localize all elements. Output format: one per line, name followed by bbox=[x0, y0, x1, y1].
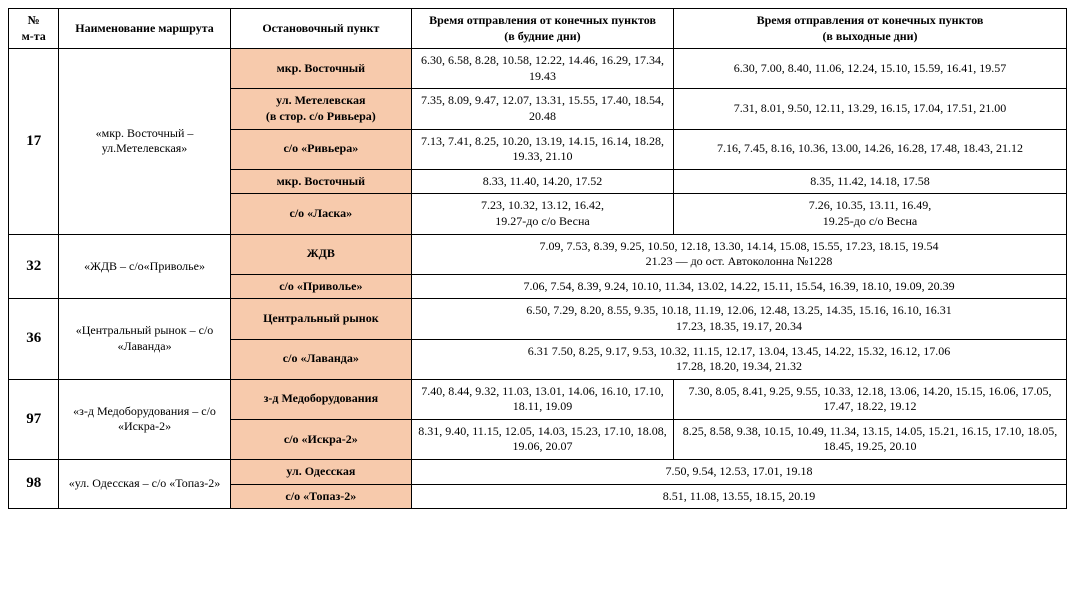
col-route-num: №м-та bbox=[9, 9, 59, 49]
times-weekend: 8.25, 8.58, 9.38, 10.15, 10.49, 11.34, 1… bbox=[673, 419, 1066, 459]
route-number: 97 bbox=[9, 379, 59, 459]
times-weekday: 8.31, 9.40, 11.15, 12.05, 14.03, 15.23, … bbox=[412, 419, 674, 459]
table-row: 97«з-д Медоборудования – с/о «Искра-2»з-… bbox=[9, 379, 1067, 419]
times-merged: 6.31 7.50, 8.25, 9.17, 9.53, 10.32, 11.1… bbox=[412, 339, 1067, 379]
times-weekend: 7.16, 7.45, 8.16, 10.36, 13.00, 14.26, 1… bbox=[673, 129, 1066, 169]
times-weekend: 6.30, 7.00, 8.40, 11.06, 12.24, 15.10, 1… bbox=[673, 49, 1066, 89]
table-row: 36«Центральный рынок – с/о «Лаванда»Цент… bbox=[9, 299, 1067, 339]
times-weekday: 7.35, 8.09, 9.47, 12.07, 13.31, 15.55, 1… bbox=[412, 89, 674, 129]
route-name: «з-д Медоборудования – с/о «Искра-2» bbox=[59, 379, 230, 459]
times-weekend: 7.31, 8.01, 9.50, 12.11, 13.29, 16.15, 1… bbox=[673, 89, 1066, 129]
times-weekday: 6.30, 6.58, 8.28, 10.58, 12.22, 14.46, 1… bbox=[412, 49, 674, 89]
route-name: «ЖДВ – с/о«Приволье» bbox=[59, 234, 230, 299]
stop-name: с/о «Лаванда» bbox=[230, 339, 411, 379]
table-body: 17«мкр. Восточный – ул.Метелевская»мкр. … bbox=[9, 49, 1067, 509]
table-row: 32«ЖДВ – с/о«Приволье»ЖДВ7.09, 7.53, 8.3… bbox=[9, 234, 1067, 274]
col-weekday: Время отправления от конечных пунктов(в … bbox=[412, 9, 674, 49]
route-number: 32 bbox=[9, 234, 59, 299]
stop-name: с/о «Ривьера» bbox=[230, 129, 411, 169]
table-header: №м-та Наименование маршрута Остановочный… bbox=[9, 9, 1067, 49]
table-row: 98«ул. Одесская – с/о «Топаз-2»ул. Одесс… bbox=[9, 460, 1067, 485]
stop-name: ЖДВ bbox=[230, 234, 411, 274]
table-row: 17«мкр. Восточный – ул.Метелевская»мкр. … bbox=[9, 49, 1067, 89]
col-route-name: Наименование маршрута bbox=[59, 9, 230, 49]
route-number: 98 bbox=[9, 460, 59, 509]
times-merged: 6.50, 7.29, 8.20, 8.55, 9.35, 10.18, 11.… bbox=[412, 299, 1067, 339]
col-weekend: Время отправления от конечных пунктов(в … bbox=[673, 9, 1066, 49]
stop-name: мкр. Восточный bbox=[230, 169, 411, 194]
stop-name: с/о «Ласка» bbox=[230, 194, 411, 234]
times-merged: 8.51, 11.08, 13.55, 18.15, 20.19 bbox=[412, 484, 1067, 509]
times-merged: 7.06, 7.54, 8.39, 9.24, 10.10, 11.34, 13… bbox=[412, 274, 1067, 299]
stop-name: с/о «Топаз-2» bbox=[230, 484, 411, 509]
route-name: «мкр. Восточный – ул.Метелевская» bbox=[59, 49, 230, 234]
bus-schedule-table: №м-та Наименование маршрута Остановочный… bbox=[8, 8, 1067, 509]
route-number: 36 bbox=[9, 299, 59, 379]
stop-name: с/о «Приволье» bbox=[230, 274, 411, 299]
times-merged: 7.50, 9.54, 12.53, 17.01, 19.18 bbox=[412, 460, 1067, 485]
times-weekday: 8.33, 11.40, 14.20, 17.52 bbox=[412, 169, 674, 194]
times-weekday: 7.13, 7.41, 8.25, 10.20, 13.19, 14.15, 1… bbox=[412, 129, 674, 169]
times-weekend: 7.30, 8.05, 8.41, 9.25, 9.55, 10.33, 12.… bbox=[673, 379, 1066, 419]
route-name: «Центральный рынок – с/о «Лаванда» bbox=[59, 299, 230, 379]
stop-name: с/о «Искра-2» bbox=[230, 419, 411, 459]
times-weekend: 7.26, 10.35, 13.11, 16.49,19.25-до с/о В… bbox=[673, 194, 1066, 234]
times-weekend: 8.35, 11.42, 14.18, 17.58 bbox=[673, 169, 1066, 194]
stop-name: з-д Медоборудования bbox=[230, 379, 411, 419]
times-merged: 7.09, 7.53, 8.39, 9.25, 10.50, 12.18, 13… bbox=[412, 234, 1067, 274]
route-number: 17 bbox=[9, 49, 59, 234]
stop-name: ул. Одесская bbox=[230, 460, 411, 485]
col-stop: Остановочный пункт bbox=[230, 9, 411, 49]
route-name: «ул. Одесская – с/о «Топаз-2» bbox=[59, 460, 230, 509]
times-weekday: 7.40, 8.44, 9.32, 11.03, 13.01, 14.06, 1… bbox=[412, 379, 674, 419]
stop-name: ул. Метелевская(в стор. с/о Ривьера) bbox=[230, 89, 411, 129]
stop-name: мкр. Восточный bbox=[230, 49, 411, 89]
stop-name: Центральный рынок bbox=[230, 299, 411, 339]
times-weekday: 7.23, 10.32, 13.12, 16.42,19.27-до с/о В… bbox=[412, 194, 674, 234]
